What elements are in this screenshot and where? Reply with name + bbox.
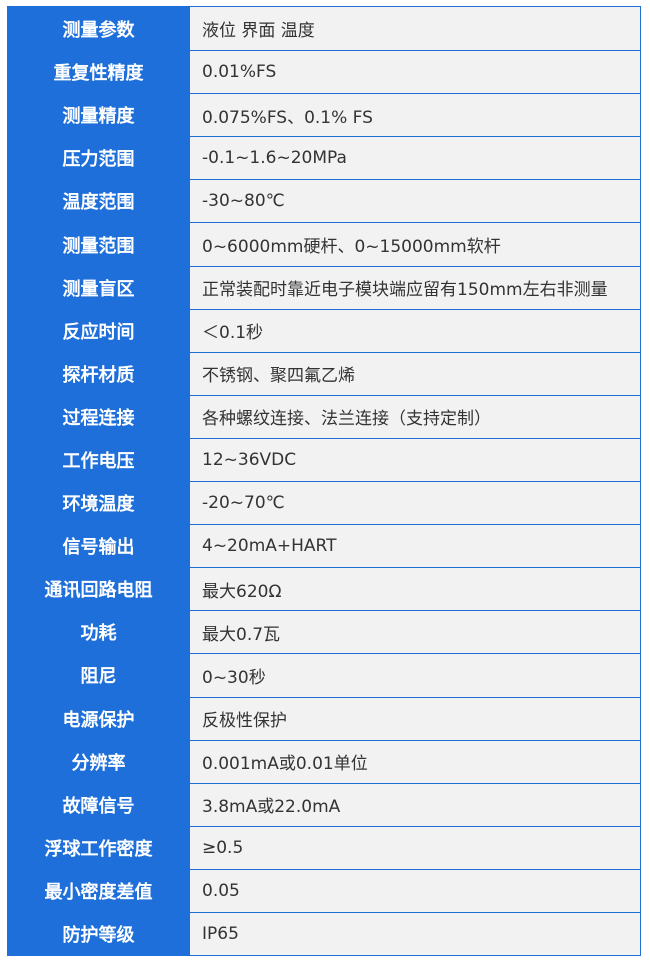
param-name: 探杆材质	[8, 352, 190, 395]
table-row: 测量盲区 正常装配时靠近电子模块端应留有150mm左右非测量	[8, 265, 640, 309]
param-name: 环境温度	[8, 482, 190, 525]
param-value: 正常装配时靠近电子模块端应留有150mm左右非测量	[190, 266, 640, 309]
param-value: -30~80℃	[190, 180, 640, 223]
param-name: 测量参数	[8, 7, 190, 51]
table-row: 环境温度 -20~70℃	[8, 481, 640, 525]
param-value: -20~70℃	[190, 482, 640, 525]
table-row: 过程连接 各种螺纹连接、法兰连接（支持定制）	[8, 394, 640, 438]
param-name: 工作电压	[8, 438, 190, 482]
table-row: 故障信号 3.8mA或22.0mA	[8, 782, 640, 826]
param-name: 阻尼	[8, 654, 190, 697]
param-value: 最大0.7瓦	[190, 611, 640, 654]
table-row: 测量精度 0.075%FS、0.1% FS	[8, 93, 640, 137]
table-row: 分辨率 0.001mA或0.01单位	[8, 739, 640, 783]
param-value: 不锈钢、聚四氟乙烯	[190, 352, 640, 395]
param-value: 反极性保护	[190, 697, 640, 740]
param-value: 0.001mA或0.01单位	[190, 740, 640, 783]
param-value: 4~20mA+HART	[190, 525, 640, 568]
table-row: 工作电压 12~36VDC	[8, 437, 640, 482]
param-name: 最小密度差值	[8, 869, 190, 912]
table-row: 阻尼 0~30秒	[8, 653, 640, 697]
param-value: 0.01%FS	[190, 51, 640, 94]
param-value: 各种螺纹连接、法兰连接（支持定制）	[190, 395, 640, 438]
param-name: 压力范围	[8, 137, 190, 180]
param-name: 重复性精度	[8, 51, 190, 94]
param-value: 3.8mA或22.0mA	[190, 783, 640, 826]
table-row: 测量范围 0~6000mm硬杆、0~15000mm软杆	[8, 222, 640, 266]
param-value: 0~6000mm硬杆、0~15000mm软杆	[190, 223, 640, 266]
param-value: -0.1~1.6~20MPa	[190, 137, 640, 180]
param-value: 12~36VDC	[190, 438, 640, 482]
table-row: 探杆材质 不锈钢、聚四氟乙烯	[8, 351, 640, 395]
table-row: 通讯回路电阻 最大620Ω	[8, 567, 640, 611]
spec-table: 测量参数 液位 界面 温度 重复性精度 0.01%FS 测量精度 0.075%FS、0.1…	[7, 6, 641, 957]
param-name: 防护等级	[8, 912, 190, 956]
param-value: ＜0.1秒	[190, 309, 640, 352]
param-value: 0.075%FS、0.1% FS	[190, 94, 640, 137]
param-value: 液位 界面 温度	[190, 7, 640, 51]
table-row: 信号输出 4~20mA+HART	[8, 524, 640, 568]
param-value: 0.05	[190, 869, 640, 912]
table-row: 浮球工作密度 ≥0.5	[8, 825, 640, 869]
param-name: 电源保护	[8, 697, 190, 740]
param-name: 测量盲区	[8, 266, 190, 309]
param-name: 温度范围	[8, 180, 190, 223]
param-name: 反应时间	[8, 309, 190, 352]
param-name: 测量精度	[8, 94, 190, 137]
param-name: 过程连接	[8, 395, 190, 438]
param-name: 测量范围	[8, 223, 190, 266]
param-value: ≥0.5	[190, 826, 640, 869]
param-name: 信号输出	[8, 525, 190, 568]
param-name: 故障信号	[8, 783, 190, 826]
table-row: 电源保护 反极性保护	[8, 696, 640, 740]
param-name: 分辨率	[8, 740, 190, 783]
table-row: 温度范围 -30~80℃	[8, 179, 640, 223]
param-value: 0~30秒	[190, 654, 640, 697]
table-row: 测量参数 液位 界面 温度	[8, 7, 640, 51]
param-value: IP65	[190, 912, 640, 956]
param-name: 功耗	[8, 611, 190, 654]
table-row: 最小密度差值 0.05	[8, 868, 640, 912]
param-value: 最大620Ω	[190, 568, 640, 611]
param-name: 浮球工作密度	[8, 826, 190, 869]
param-name: 通讯回路电阻	[8, 568, 190, 611]
table-row: 功耗 最大0.7瓦	[8, 610, 640, 654]
table-row: 压力范围 -0.1~1.6~20MPa	[8, 136, 640, 180]
table-row: 重复性精度 0.01%FS	[8, 50, 640, 94]
table-row: 防护等级 IP65	[8, 911, 640, 956]
table-row: 反应时间 ＜0.1秒	[8, 308, 640, 352]
